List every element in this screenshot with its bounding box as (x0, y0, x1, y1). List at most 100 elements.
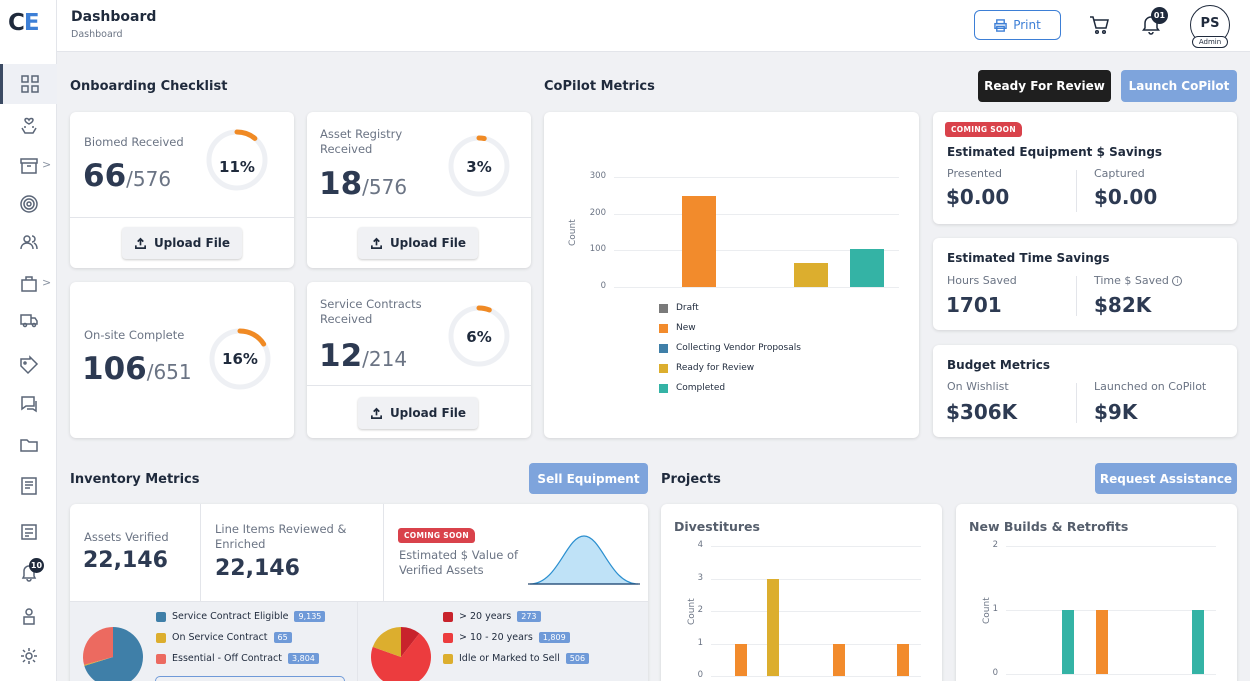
gear-icon[interactable] (0, 636, 57, 676)
bar[interactable] (850, 248, 884, 287)
breadcrumb[interactable]: Dashboard (71, 29, 123, 40)
archive-icon[interactable]: > (0, 146, 57, 186)
wishlist-value: $306K (946, 400, 1018, 424)
logo[interactable]: CE (8, 10, 40, 36)
gridline (614, 213, 899, 215)
bar[interactable] (897, 643, 909, 676)
gridline (711, 578, 921, 580)
y-tick-label: 4 (697, 540, 703, 550)
progress-ring (448, 305, 510, 367)
sell-equipment-button[interactable]: Sell Equipment (529, 463, 648, 494)
budget-metrics-card: Budget Metrics On Wishlist $306K Launche… (933, 345, 1237, 437)
legend-item[interactable]: On Service Contract 65 (156, 632, 292, 643)
gridline (1006, 674, 1216, 675)
briefcase-icon[interactable]: > (0, 264, 57, 304)
y-axis-label: Count (687, 598, 697, 625)
legend-item[interactable]: Idle or Marked to Sell 506 (443, 653, 590, 664)
service-contract-pie (83, 627, 143, 681)
bar[interactable] (833, 643, 845, 676)
cart-icon[interactable] (1088, 14, 1110, 40)
progress-ring (209, 328, 271, 390)
equipment-age-pie (371, 627, 431, 681)
bar[interactable] (767, 578, 779, 676)
pie-slice (372, 627, 401, 657)
ready-for-review-button[interactable]: Ready For Review (978, 70, 1111, 102)
legend-label: > 10 - 20 years (459, 632, 533, 643)
launch-copilot-button[interactable]: Launch CoPilot (1121, 70, 1237, 102)
bar[interactable] (682, 196, 716, 287)
chat-icon[interactable] (0, 384, 57, 424)
service-contracts-count: 12/214 (319, 338, 408, 374)
legend-item[interactable]: New (659, 323, 696, 333)
count-badge: 273 (517, 611, 541, 622)
inventory-card: Assets Verified 22,146 Line Items Review… (70, 504, 648, 681)
legend-label: New (676, 323, 696, 333)
bar[interactable] (1096, 610, 1108, 674)
avatar[interactable]: PS Admin (1190, 5, 1230, 48)
upload-file-button[interactable]: Upload File (122, 227, 242, 259)
upload-file-button[interactable]: Upload File (358, 227, 478, 259)
tag-icon[interactable] (0, 345, 57, 385)
printer-icon (994, 18, 1007, 32)
pie-slice (83, 627, 113, 665)
bar[interactable] (794, 263, 828, 287)
legend-label: Service Contract Eligible (172, 611, 289, 622)
legend-item[interactable]: > 10 - 20 years 1,809 (443, 632, 570, 643)
presented-value: $0.00 (946, 185, 1010, 209)
legend-item[interactable]: > 20 years 273 (443, 611, 541, 622)
legend-item[interactable]: Completed (659, 383, 725, 393)
hours-saved-value: 1701 (946, 293, 1002, 317)
bar[interactable] (1192, 610, 1204, 674)
onboarding-card-biomed: Biomed Received 66/576 11% Upload File (70, 112, 294, 268)
legend-label: Completed (676, 383, 726, 393)
legend-label: On Service Contract (172, 632, 268, 643)
asset-registry-count: 18/576 (319, 166, 408, 202)
folder-icon[interactable] (0, 425, 57, 465)
users-icon[interactable] (0, 222, 57, 262)
legend-item[interactable]: Collecting Vendor Proposals (659, 343, 801, 353)
user-lock-icon[interactable] (0, 596, 57, 636)
count-badge: 3,804 (287, 653, 319, 664)
sidebar: CE > > 10 (0, 0, 57, 681)
notification-count-badge: 01 (1151, 7, 1168, 24)
invoice-icon[interactable] (0, 466, 57, 506)
legend-swatch (659, 363, 668, 373)
ring-progress (209, 328, 271, 390)
projects-title: Projects (661, 472, 721, 487)
y-tick-label: 1 (697, 637, 703, 648)
chevron-right-icon: > (42, 158, 52, 171)
legend-swatch (156, 611, 166, 622)
copilot-bar-chart: 300 200 100 0 Count (544, 112, 919, 312)
legend-item[interactable]: Service Contract Eligible 9,135 (156, 611, 326, 622)
pie-slice (371, 633, 431, 681)
top-header: Dashboard Dashboard Print 01 PS Admin (57, 0, 1250, 52)
progress-ring (206, 129, 268, 191)
upload-file-button[interactable]: Upload File (358, 397, 478, 429)
biomed-count: 66/576 (83, 158, 172, 194)
list-icon[interactable] (0, 512, 57, 552)
request-assistance-button[interactable]: Request Assistance (1095, 463, 1237, 494)
target-icon[interactable] (0, 184, 57, 224)
hand-heart-icon[interactable] (0, 106, 57, 146)
y-tick-label: 2 (697, 605, 703, 615)
legend-swatch (659, 383, 668, 393)
legend-item[interactable]: Essential - Off Contract 3,804 (156, 653, 319, 664)
bar[interactable] (1062, 610, 1074, 674)
y-tick-label: 0 (600, 281, 606, 291)
time-saved-value: $82K (1094, 293, 1152, 317)
truck-icon[interactable] (0, 300, 57, 340)
legend-item[interactable]: Ready for Review (659, 363, 754, 373)
pie-slice (401, 627, 420, 657)
print-button[interactable]: Print (974, 10, 1061, 40)
grid-icon[interactable] (0, 64, 57, 104)
bar[interactable] (735, 643, 747, 676)
y-tick-label: 300 (589, 171, 606, 181)
gridline (711, 643, 921, 645)
legend-item[interactable]: Draft (659, 303, 699, 313)
info-icon[interactable]: i (1172, 276, 1183, 286)
onboarding-card-service-contracts: Service Contracts Received 12/214 6% Upl… (307, 282, 531, 438)
ring-progress (448, 135, 510, 197)
bell-icon[interactable]: 10 (0, 552, 57, 592)
gridline (614, 287, 899, 288)
gridline (711, 676, 921, 677)
